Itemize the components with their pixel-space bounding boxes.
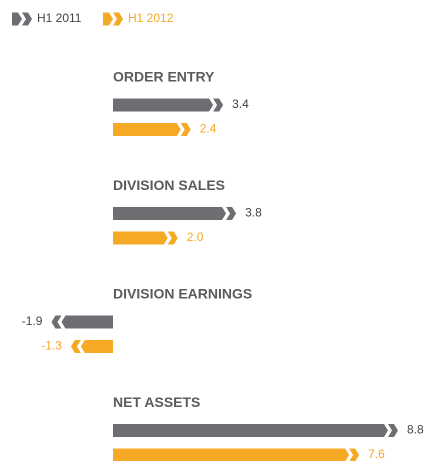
legend-icon	[12, 12, 32, 26]
legend-icon	[103, 12, 123, 26]
value-label: 3.4	[232, 97, 249, 111]
legend-label: H1 2012	[128, 11, 174, 25]
bar	[51, 315, 113, 329]
bar	[113, 448, 360, 461]
value-label: 2.0	[187, 230, 204, 244]
value-label: 7.6	[368, 447, 385, 461]
value-label: -1.3	[41, 339, 62, 353]
category-label: NET ASSETS	[113, 394, 200, 410]
category-label: DIVISION EARNINGS	[113, 286, 252, 302]
value-label: 8.8	[407, 423, 424, 437]
bar	[70, 340, 113, 353]
bar	[113, 123, 191, 136]
category-label: DIVISION SALES	[113, 177, 225, 193]
bar	[113, 98, 224, 112]
legend-label: H1 2011	[37, 11, 82, 25]
value-label: -1.9	[22, 314, 43, 328]
value-label: 2.4	[200, 122, 217, 136]
bar	[113, 231, 178, 245]
category-label: ORDER ENTRY	[113, 69, 215, 85]
bar	[113, 207, 237, 220]
bar	[113, 424, 398, 437]
value-label: 3.8	[245, 206, 262, 220]
